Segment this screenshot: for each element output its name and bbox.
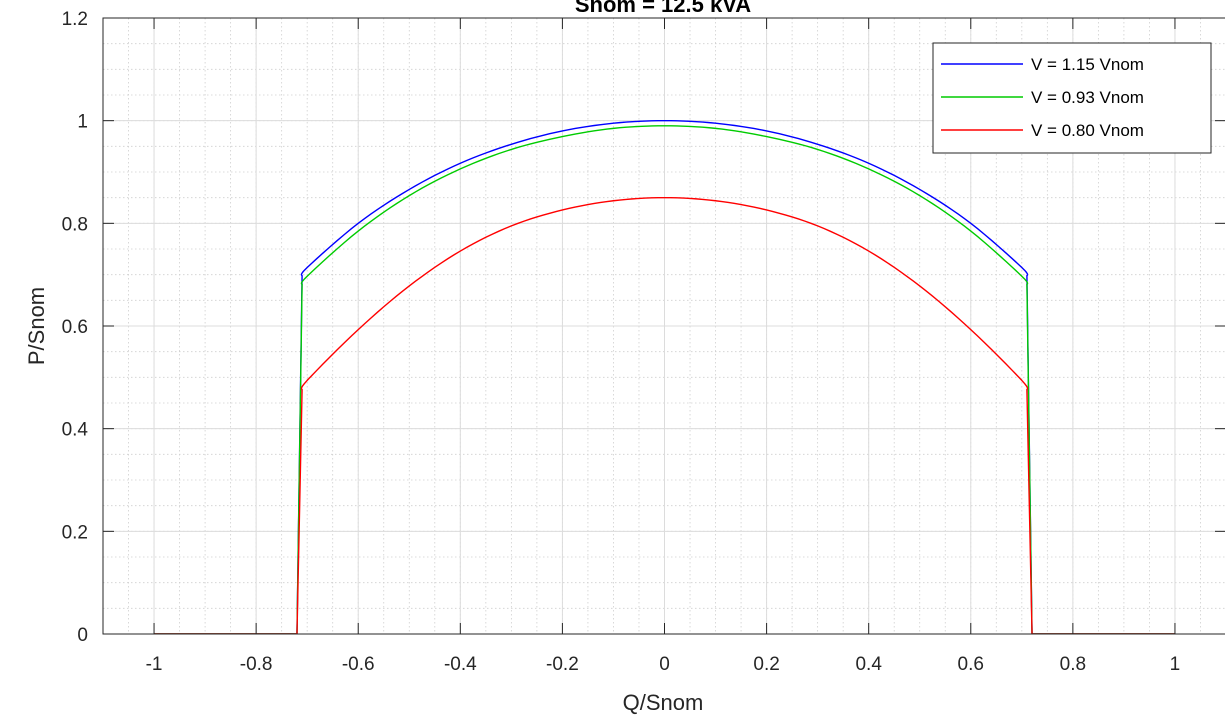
y-tick-label: 1.2 [62, 9, 88, 30]
y-tick-label: 0 [77, 625, 88, 646]
y-tick-label: 0.8 [62, 214, 88, 235]
x-tick-label: -0.8 [240, 654, 273, 675]
x-tick-label: -0.6 [342, 654, 375, 675]
legend: V = 1.15 Vnom V = 0.93 Vnom V = 0.80 Vnom [932, 42, 1212, 154]
tick-labels: -1 -0.8 -0.6 -0.4 -0.2 0 0.2 0.4 0.6 0.8 1 0 0.2 0.4 0… [62, 9, 1181, 675]
legend-label: V = 1.15 Vnom [1031, 55, 1144, 74]
legend-label: V = 0.80 Vnom [1031, 121, 1144, 140]
x-tick-label: 0 [659, 654, 670, 675]
y-tick-label: 0.4 [62, 420, 89, 441]
x-tick-label: -0.2 [546, 654, 579, 675]
y-tick-label: 1 [77, 112, 88, 133]
chart-title: Snom = 12.5 kVA [575, 0, 751, 17]
x-tick-label: 0.6 [958, 654, 984, 675]
y-axis-label: P/Snom [24, 287, 49, 365]
x-tick-label: 0.8 [1060, 654, 1086, 675]
x-tick-label: 0.2 [753, 654, 779, 675]
legend-box [932, 42, 1212, 154]
y-tick-label: 0.2 [62, 522, 88, 543]
x-tick-label: 0.4 [855, 654, 882, 675]
series-line-1 [154, 119, 1175, 634]
axis-ticks [103, 17, 1225, 635]
legend-label: V = 0.93 Vnom [1031, 88, 1144, 107]
y-tick-label: 0.6 [62, 317, 88, 338]
series-line-3 [154, 196, 1175, 634]
x-axis-label: Q/Snom [623, 690, 704, 715]
series-line-2 [154, 125, 1175, 634]
x-tick-label: -1 [146, 654, 163, 675]
x-tick-label: -0.4 [444, 654, 477, 675]
x-tick-label: 1 [1170, 654, 1181, 675]
series-layer [154, 119, 1175, 634]
